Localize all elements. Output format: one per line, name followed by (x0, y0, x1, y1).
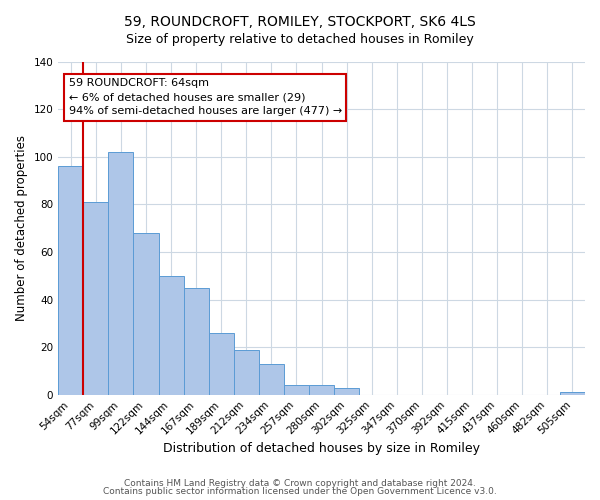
Text: Contains HM Land Registry data © Crown copyright and database right 2024.: Contains HM Land Registry data © Crown c… (124, 478, 476, 488)
Bar (560, 392, 585, 394)
Bar (133, 233, 158, 394)
Bar (58, 166, 83, 394)
Bar (209, 333, 234, 394)
Text: 59 ROUNDCROFT: 64sqm
← 6% of detached houses are smaller (29)
94% of semi-detach: 59 ROUNDCROFT: 64sqm ← 6% of detached ho… (69, 78, 342, 116)
Y-axis label: Number of detached properties: Number of detached properties (15, 135, 28, 321)
Bar (284, 385, 309, 394)
Text: Size of property relative to detached houses in Romiley: Size of property relative to detached ho… (126, 32, 474, 46)
Bar (234, 350, 259, 395)
Title: 59, ROUNDCROFT, ROMILEY, STOCKPORT, SK6 4LS
Size of property relative to detache: 59, ROUNDCROFT, ROMILEY, STOCKPORT, SK6 … (0, 499, 1, 500)
Bar (158, 276, 184, 394)
Bar (259, 364, 284, 394)
Bar (309, 385, 334, 394)
Bar (184, 288, 209, 395)
Text: 59, ROUNDCROFT, ROMILEY, STOCKPORT, SK6 4LS: 59, ROUNDCROFT, ROMILEY, STOCKPORT, SK6 … (124, 15, 476, 29)
Bar (83, 202, 109, 394)
Bar (109, 152, 133, 394)
Bar (334, 388, 359, 394)
X-axis label: Distribution of detached houses by size in Romiley: Distribution of detached houses by size … (163, 442, 480, 455)
Text: Contains public sector information licensed under the Open Government Licence v3: Contains public sector information licen… (103, 487, 497, 496)
